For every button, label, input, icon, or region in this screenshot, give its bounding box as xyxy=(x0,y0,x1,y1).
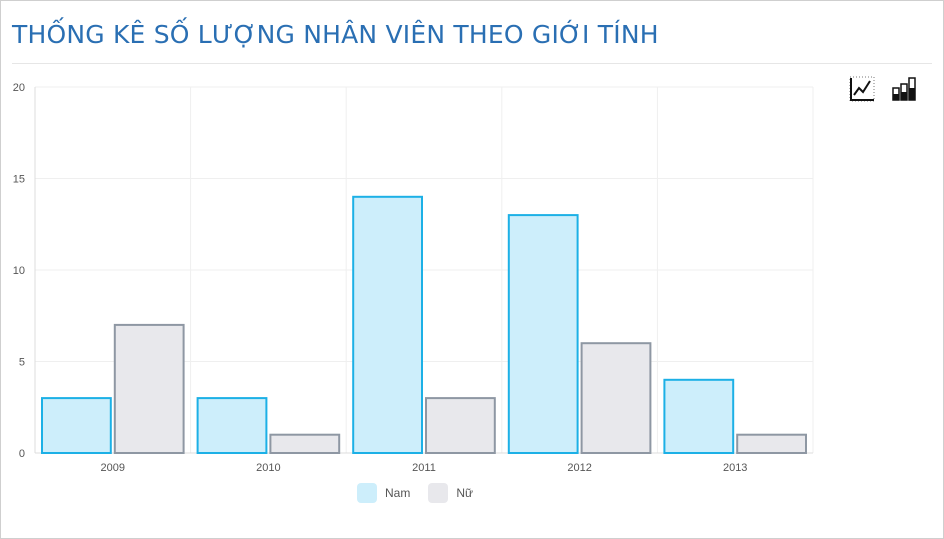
y-tick-label: 5 xyxy=(19,357,25,369)
bar-nam xyxy=(507,214,579,454)
legend-label: Nam xyxy=(385,486,411,500)
bar-nam xyxy=(196,397,268,455)
title-divider xyxy=(12,63,932,64)
x-tick-label: 2009 xyxy=(101,462,125,474)
legend-item-nu[interactable]: Nữ xyxy=(428,483,473,503)
bar-nam xyxy=(352,195,424,455)
bar-nu xyxy=(425,397,496,455)
line-chart-icon[interactable] xyxy=(848,75,876,103)
y-tick-label: 15 xyxy=(13,174,25,186)
x-tick-label: 2012 xyxy=(567,462,591,474)
bar-nam xyxy=(663,378,735,454)
legend-label: Nữ xyxy=(456,486,474,500)
chart-legend: Nam Nữ xyxy=(357,483,491,503)
legend-swatch xyxy=(428,483,449,503)
chart-title: THỐNG KÊ SỐ LƯỢNG NHÂN VIÊN THEO GIỚI TÍ… xyxy=(12,20,659,49)
bar-nam xyxy=(41,397,112,455)
bar-nu xyxy=(580,342,652,455)
x-tick-label: 2013 xyxy=(723,462,747,474)
bar-nu xyxy=(269,433,341,455)
legend-item-nam[interactable]: Nam xyxy=(357,483,410,503)
x-tick-label: 2010 xyxy=(256,462,280,474)
bar-nu xyxy=(736,433,808,455)
bar-nu xyxy=(113,323,185,454)
y-tick-label: 20 xyxy=(13,82,25,94)
y-tick-label: 10 xyxy=(13,265,25,277)
legend-swatch xyxy=(357,483,377,503)
bar-chart-icon[interactable] xyxy=(890,75,918,103)
y-tick-label: 0 xyxy=(19,448,25,460)
x-tick-label: 2011 xyxy=(412,462,436,474)
